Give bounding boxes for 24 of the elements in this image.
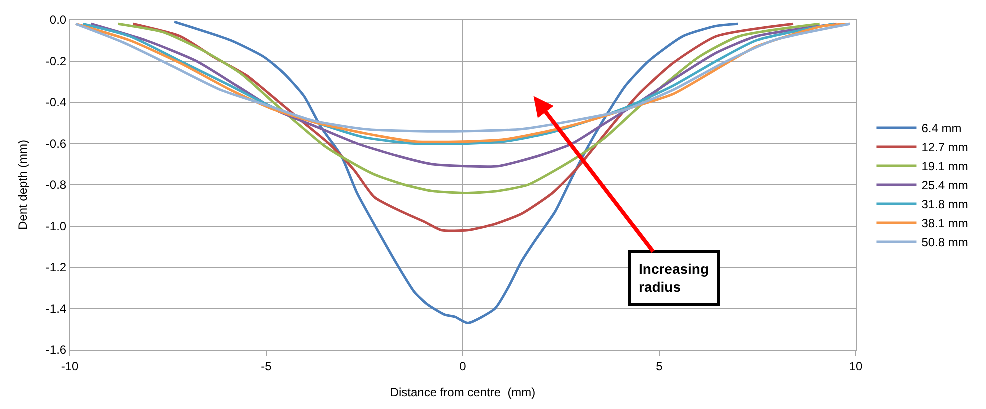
y-tick-label: -1.6: [46, 343, 67, 358]
y-tick-label: -1.2: [46, 260, 67, 275]
x-tick-label: -10: [61, 359, 79, 374]
annotation: Increasing radius: [639, 261, 710, 296]
legend-label: 50.8 mm: [922, 236, 968, 250]
legend-label: 25.4 mm: [922, 178, 968, 193]
legend-label: 6.4 mm: [922, 122, 962, 136]
y-tick-label: -1.0: [46, 219, 67, 234]
legend-label: 38.1 mm: [922, 216, 968, 231]
x-axis-title: Distance from centre (mm): [390, 385, 536, 400]
y-tick-label: -0.4: [46, 96, 67, 110]
y-tick-label: -0.6: [46, 136, 67, 151]
x-tick-label: 0: [460, 359, 467, 374]
legend-label: 31.8 mm: [922, 198, 968, 212]
y-tick-label: -0.2: [46, 54, 67, 68]
x-tick-label: -5: [261, 359, 272, 374]
x-tick-label: 10: [849, 359, 863, 374]
legend-label: 19.1 mm: [922, 160, 968, 174]
y-tick-label: -0.8: [46, 178, 67, 192]
x-tick-label: 5: [656, 359, 664, 374]
y-tick-label: -1.4: [46, 302, 67, 316]
y-tick-label: 0.0: [50, 13, 67, 28]
y-axis-title: Dent depth (mm): [16, 140, 30, 230]
legend-label: 12.7 mm: [922, 140, 968, 155]
